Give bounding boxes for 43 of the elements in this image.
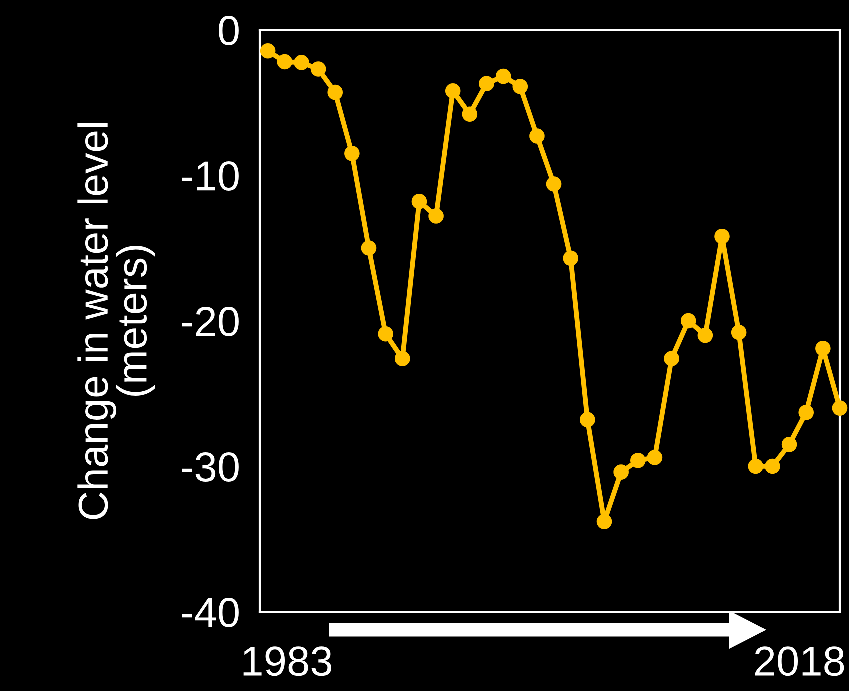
point (647, 450, 663, 466)
point (563, 250, 578, 266)
point (546, 176, 562, 192)
point (798, 405, 814, 420)
text: 1983 (244, 646, 332, 676)
point (664, 351, 680, 366)
point (462, 106, 478, 122)
point (580, 412, 596, 428)
point (479, 76, 494, 92)
point (782, 437, 798, 452)
point (630, 453, 646, 468)
point (361, 240, 377, 256)
point (731, 325, 747, 340)
point (496, 68, 512, 84)
y-tick-label: 0 (219, 16, 239, 46)
text: 2018 (755, 646, 844, 676)
point (294, 55, 310, 70)
point (277, 54, 293, 70)
point (445, 83, 461, 99)
point (512, 79, 528, 94)
point (378, 326, 394, 342)
point (614, 464, 629, 480)
point (344, 146, 360, 162)
point (816, 341, 831, 356)
point (714, 228, 730, 244)
point (765, 458, 780, 474)
point (832, 400, 848, 416)
point (680, 313, 696, 329)
y-tick-label: -40 (182, 598, 239, 628)
y-axis-title: Change in water level (meters) (78, 123, 156, 520)
point (260, 43, 276, 59)
point (748, 458, 764, 474)
y-tick-label: -20 (182, 307, 239, 337)
point (428, 208, 444, 224)
y-tick-label: -30 (182, 452, 239, 482)
point (698, 328, 714, 344)
point (412, 194, 428, 210)
point (395, 351, 410, 366)
point (596, 514, 612, 530)
point (328, 84, 343, 100)
y-tick-label: -10 (182, 162, 239, 192)
point (530, 128, 545, 144)
point (310, 62, 326, 77)
